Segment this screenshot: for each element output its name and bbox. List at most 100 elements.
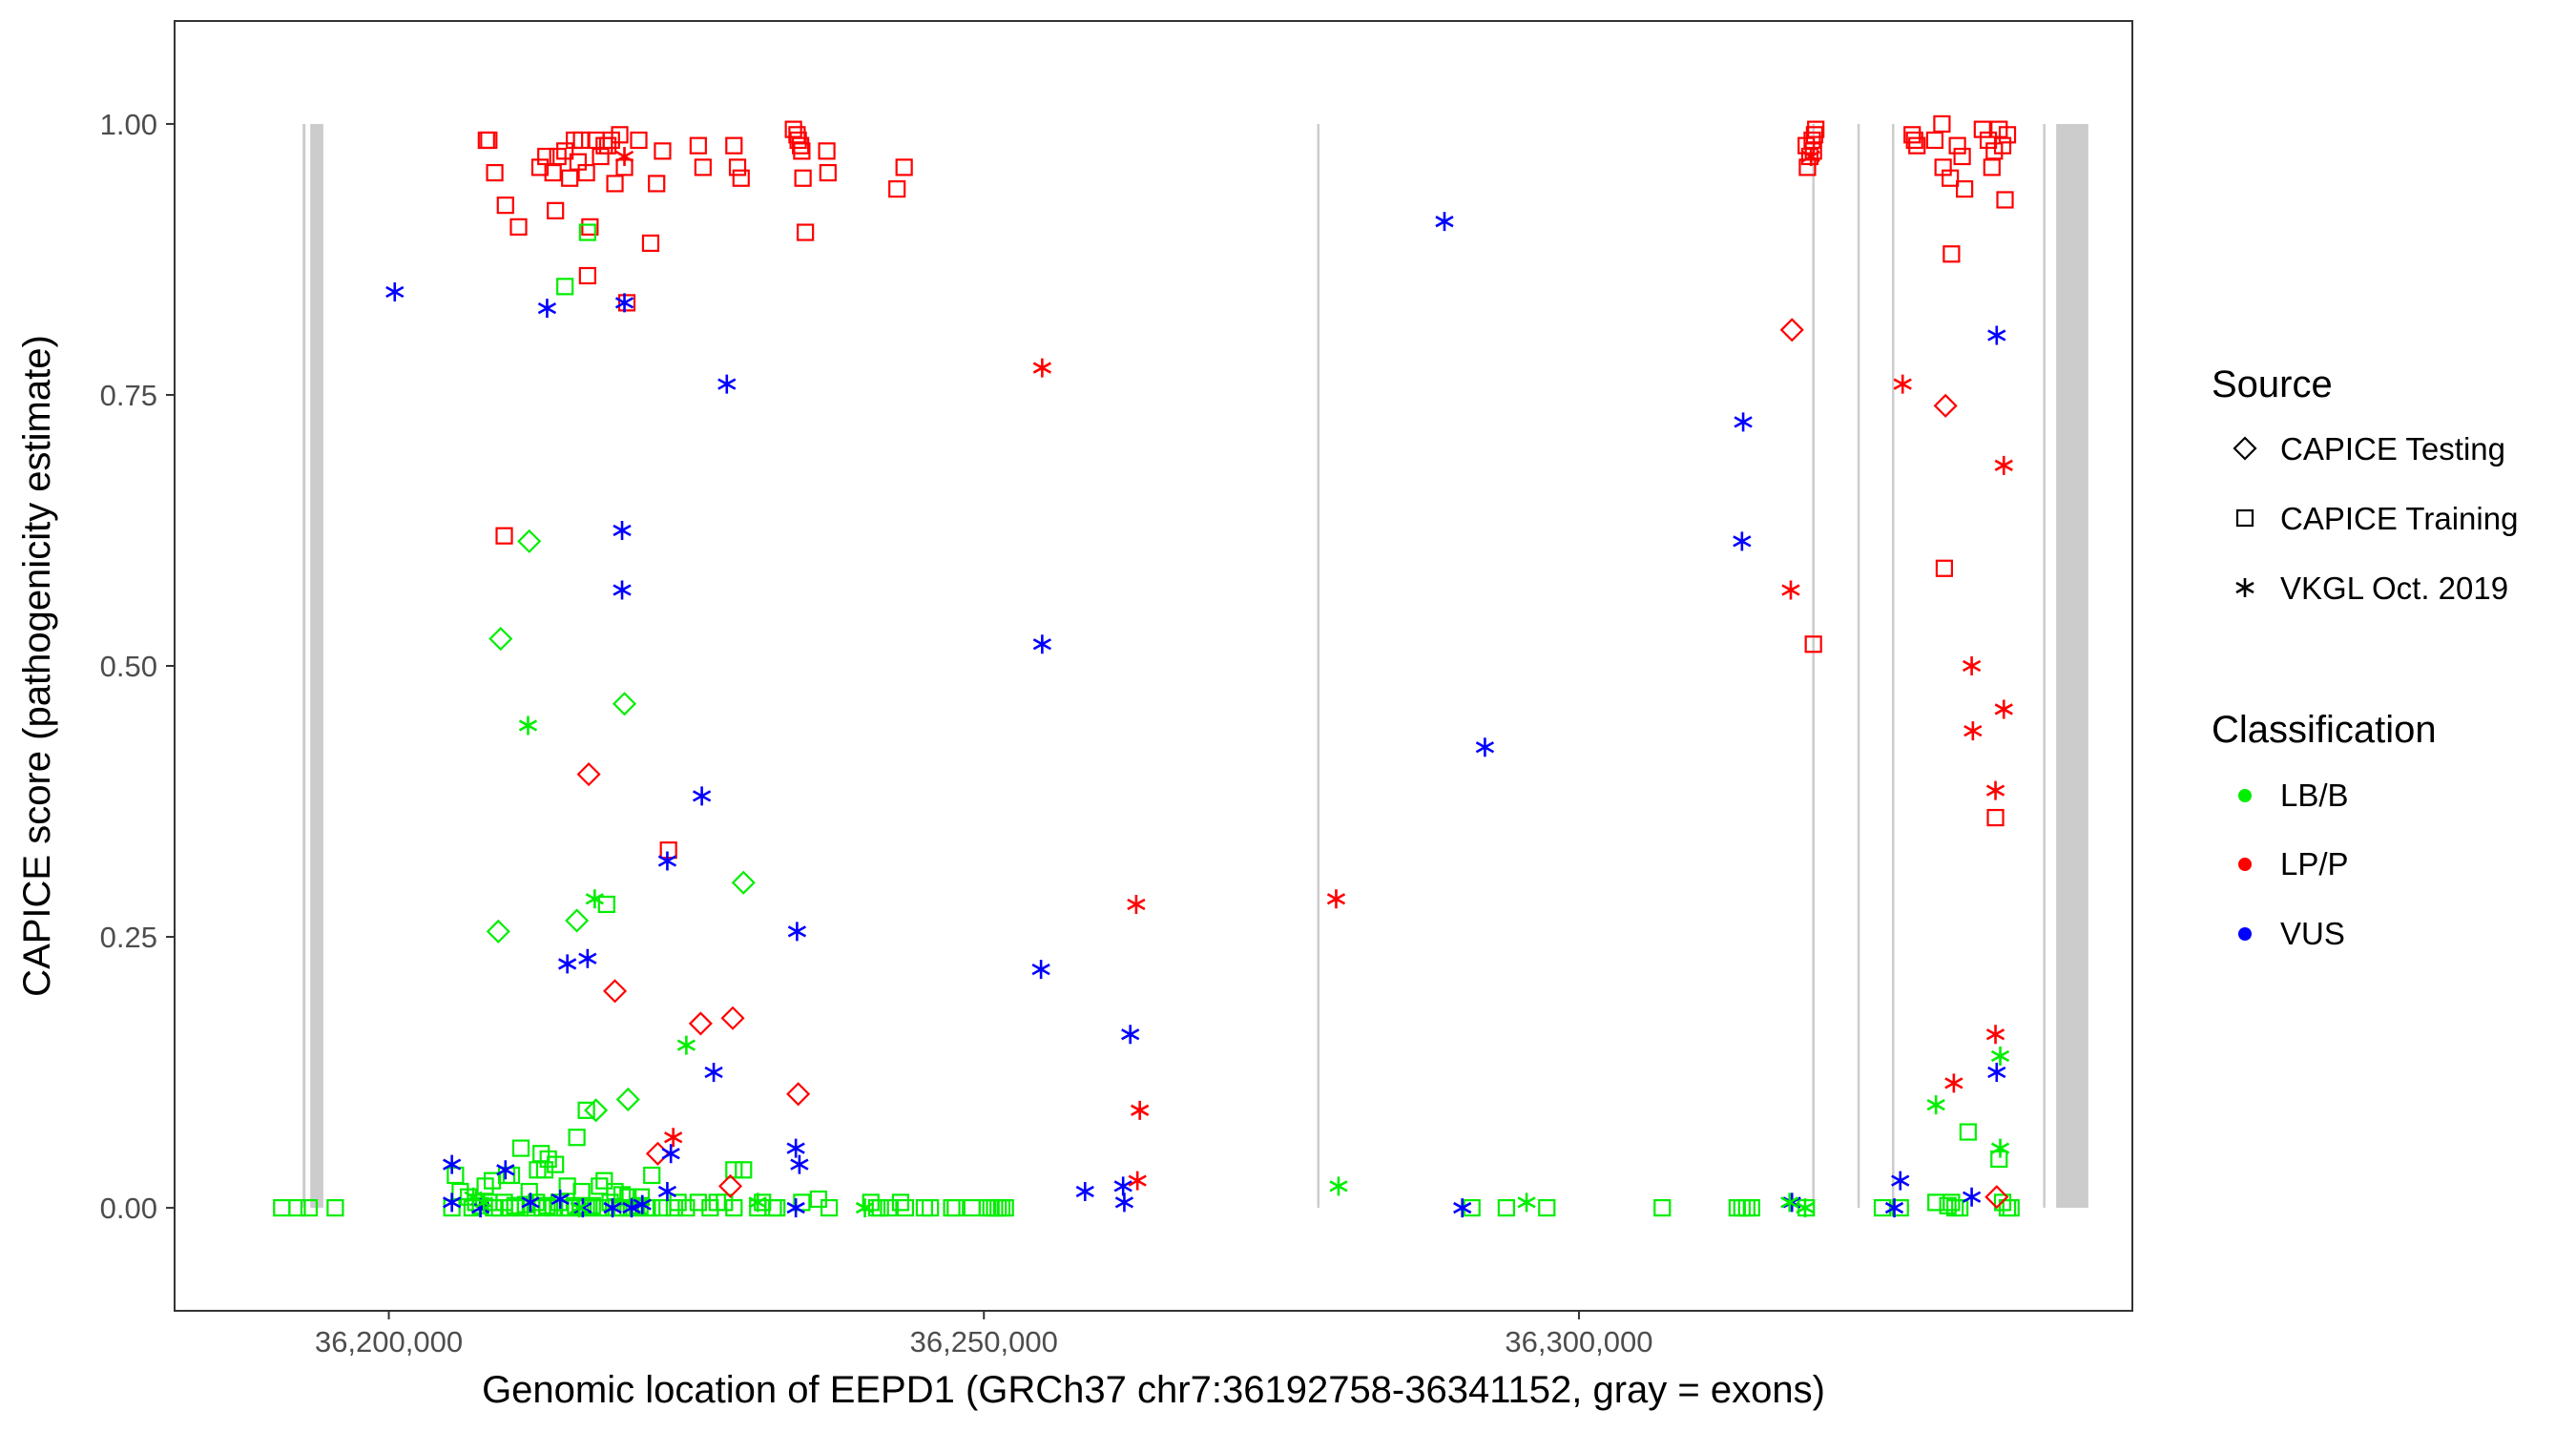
point-vkgl — [1990, 1138, 2010, 1158]
point-vkgl — [1128, 1171, 1147, 1191]
point-vkgl — [1781, 580, 1800, 600]
point-capice-training — [1908, 136, 1926, 155]
legend-item-lpp: LP/P — [2238, 846, 2349, 881]
point-capice-training — [535, 1161, 554, 1179]
point-vkgl — [474, 1192, 493, 1213]
exon-band — [1812, 123, 1815, 1209]
plot-panel-background — [175, 21, 2132, 1311]
point-capice-training — [1933, 114, 1951, 134]
legend-label-lpp: LP/P — [2280, 846, 2349, 881]
point-capice-training — [1993, 136, 2012, 155]
point-capice-training — [538, 1196, 556, 1214]
point-vkgl — [1944, 1073, 1963, 1093]
point-vkgl — [613, 520, 632, 540]
point-vkgl — [1987, 1063, 2006, 1083]
point-capice-testing — [688, 1011, 713, 1036]
point-capice-training — [818, 142, 836, 160]
point-capice-training — [1905, 131, 1923, 150]
x-tick-label: 36,200,000 — [315, 1325, 463, 1358]
point-capice-training — [577, 1101, 595, 1119]
point-capice-training — [581, 218, 599, 236]
point-capice-training — [496, 197, 514, 215]
point-capice-training — [556, 278, 574, 296]
point-capice-training — [1804, 635, 1822, 653]
point-capice-training — [789, 131, 807, 150]
y-tick-label: 0.50 — [100, 650, 157, 683]
point-capice-training — [617, 294, 636, 312]
legend-item-capice-training: CAPICE Training — [2235, 501, 2518, 536]
point-capice-training — [643, 1198, 661, 1217]
point-capice-testing — [720, 1006, 745, 1030]
point-capice-training — [530, 158, 550, 176]
point-vkgl — [1329, 1176, 1348, 1196]
legend-item-vkgl: VKGL Oct. 2019 — [2235, 570, 2508, 606]
y-tick-label: 0.75 — [100, 379, 157, 412]
point-capice-training — [725, 1198, 743, 1217]
point-capice-training — [946, 1198, 965, 1217]
legend-source-title: Source — [2212, 363, 2333, 405]
point-vkgl — [1994, 699, 2013, 719]
point-vkgl — [1075, 1182, 1094, 1202]
point-vkgl — [704, 1063, 723, 1083]
point-capice-training — [556, 142, 574, 160]
point-capice-testing — [612, 692, 637, 716]
point-vkgl — [614, 293, 634, 313]
point-vkgl — [1113, 1176, 1132, 1196]
point-capice-training — [486, 163, 504, 182]
point-capice-training — [880, 1198, 898, 1217]
point-capice-training — [598, 136, 617, 155]
point-capice-testing — [1984, 1185, 2009, 1210]
point-capice-training — [1948, 136, 1966, 155]
point-capice-testing — [486, 919, 510, 944]
point-vkgl — [622, 1198, 641, 1218]
legend-asterisk-icon — [2235, 578, 2254, 597]
point-capice-training — [888, 180, 906, 198]
legend-item-vus: VUS — [2238, 916, 2345, 951]
point-capice-training — [665, 1198, 684, 1217]
point-vkgl — [1517, 1192, 1536, 1213]
legend-classification-title: Classification — [2212, 709, 2437, 751]
legend-label-capice-training: CAPICE Training — [2280, 501, 2518, 536]
point-vkgl — [496, 1160, 515, 1180]
legend-label-capice-testing: CAPICE Testing — [2280, 431, 2505, 467]
point-capice-training — [725, 136, 743, 155]
y-axis-title: CAPICE score (pathogenicity estimate) — [16, 335, 58, 997]
point-capice-training — [922, 1198, 940, 1217]
point-capice-training — [1986, 808, 2005, 827]
exon-band — [310, 123, 323, 1209]
point-capice-testing — [576, 762, 601, 787]
point-capice-training — [735, 1161, 753, 1179]
point-vkgl — [1326, 889, 1346, 909]
point-capice-training — [1805, 126, 1824, 144]
point-capice-training — [793, 142, 811, 160]
legend-square-icon — [2235, 508, 2254, 528]
legend-dot-icon — [2238, 789, 2252, 802]
point-vkgl — [1987, 325, 2006, 345]
point-capice-training — [1935, 559, 1954, 577]
point-capice-training — [895, 158, 913, 176]
point-vkgl — [855, 1198, 875, 1218]
point-capice-testing — [584, 1098, 609, 1123]
point-capice-training — [326, 1198, 344, 1217]
x-tick-label: 36,300,000 — [1505, 1325, 1652, 1358]
point-vkgl — [676, 1035, 696, 1055]
point-capice-training — [300, 1198, 319, 1217]
point-vkgl — [585, 889, 604, 909]
legend-dot-icon — [2238, 927, 2252, 941]
point-capice-training — [819, 163, 837, 182]
point-capice-training — [1873, 1198, 1892, 1217]
point-vkgl — [537, 299, 557, 319]
y-axis: 0.00 0.25 0.50 0.75 1.00 — [100, 108, 175, 1225]
point-capice-training — [820, 1198, 839, 1217]
point-vkgl — [1884, 1198, 1904, 1218]
point-vkgl — [1032, 358, 1052, 378]
x-tick-label: 36,250,000 — [910, 1325, 1058, 1358]
point-capice-training — [533, 1198, 551, 1217]
point-capice-training — [577, 163, 595, 182]
y-tick-label: 0.25 — [100, 921, 157, 954]
point-capice-testing — [488, 627, 513, 652]
point-vkgl — [1032, 634, 1052, 654]
point-capice-training — [288, 1198, 306, 1217]
point-capice-testing — [517, 529, 542, 553]
point-capice-training — [568, 1129, 586, 1147]
